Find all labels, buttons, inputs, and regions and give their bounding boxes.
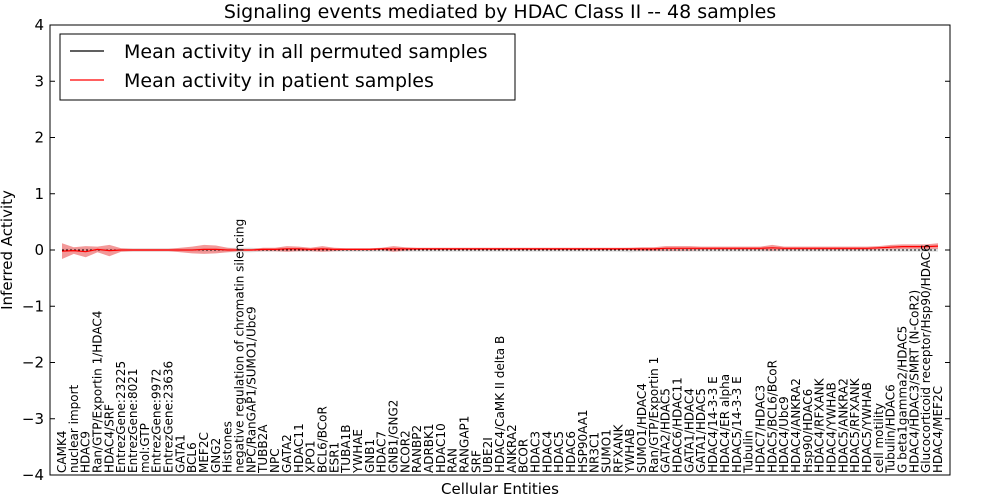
x-category-label: G beta1gamma2/HDAC5 bbox=[896, 326, 910, 473]
x-axis-label: Cellular Entities bbox=[441, 480, 559, 498]
x-category-label: HDAC4/ER alpha bbox=[718, 374, 732, 473]
x-category-label: NCOR2 bbox=[398, 430, 412, 473]
x-category-label: HDAC4/YWHAB bbox=[825, 382, 839, 473]
y-tick-label: 0 bbox=[34, 241, 44, 259]
x-category-label: negative regulation of chromatin silenci… bbox=[233, 219, 247, 473]
x-category-label: HDAC3 bbox=[529, 431, 543, 473]
x-category-label: GATA2 bbox=[280, 434, 294, 473]
x-category-label: YWHAB bbox=[623, 428, 637, 474]
x-category-label: HDAC4/HDAC3/SMRT (N-CoR2) bbox=[907, 290, 921, 473]
legend-box bbox=[59, 33, 516, 101]
x-category-label: ESR1 bbox=[327, 442, 341, 473]
x-category-label: Histones bbox=[221, 421, 235, 473]
x-category-label: HDAC9 bbox=[79, 431, 93, 473]
x-category-label: cell motility bbox=[872, 403, 886, 473]
x-category-label: HDAC6/HDAC11 bbox=[671, 377, 685, 473]
x-category-label: HDAC6 bbox=[564, 431, 578, 473]
x-category-label: HDAC7 bbox=[375, 431, 389, 473]
x-category-label: HDAC4/SRF bbox=[102, 404, 116, 473]
x-category-label: Tubulin bbox=[742, 430, 756, 474]
x-category-label: HDAC4/RFXANK bbox=[813, 377, 827, 473]
y-tick-label: −3 bbox=[22, 410, 44, 428]
x-category-label: SUMO1/HDAC4 bbox=[635, 383, 649, 473]
x-category-label: HSP90AA1 bbox=[576, 409, 590, 473]
x-category-label: mol:GTP bbox=[138, 423, 152, 473]
patient-band bbox=[62, 243, 938, 259]
x-category-label: HDAC4/CaMK II delta B bbox=[493, 336, 507, 473]
x-category-label: GATA2/HDAC5 bbox=[659, 388, 673, 473]
x-category-label: GATA1/HDAC4 bbox=[682, 388, 696, 473]
x-category-label: GNG2 bbox=[209, 438, 223, 473]
y-tick-label: −4 bbox=[22, 466, 44, 484]
x-category-label: TUBB2A bbox=[256, 424, 270, 474]
plot-frame bbox=[49, 24, 951, 476]
x-category-label: HDAC5/YWHAB bbox=[860, 382, 874, 473]
x-category-label: HDAC5/14-3-3 E bbox=[730, 376, 744, 473]
x-category-label: ANKRA2 bbox=[505, 424, 519, 473]
x-category-label: EntrezGene:8021 bbox=[126, 369, 140, 474]
y-tick-label: 2 bbox=[34, 129, 44, 147]
x-category-label: UBE2I bbox=[481, 437, 495, 473]
x-category-label: GATA1/HDAC5 bbox=[694, 388, 708, 473]
x-category-label: HDAC5/BCL6/BCoR bbox=[765, 360, 779, 473]
x-category-label: RANBP2 bbox=[410, 425, 424, 473]
x-category-label: Tubulin/HDAC6 bbox=[884, 384, 898, 474]
x-category-label: YWHAE bbox=[351, 429, 365, 474]
x-category-label: CAMK4 bbox=[55, 431, 69, 473]
x-category-label: EntrezGene:9972 bbox=[150, 369, 164, 474]
patient-series-line bbox=[61, 245, 939, 253]
x-category-label: nuclear import bbox=[67, 384, 81, 473]
x-category-label: MEF2C bbox=[197, 432, 211, 473]
x-category-label: RFXANK bbox=[611, 423, 625, 473]
chart-title: Signaling events mediated by HDAC Class … bbox=[224, 1, 776, 23]
x-category-label: Ran/GTP/Exportin 1/HDAC4 bbox=[91, 311, 105, 473]
x-category-label: EntrezGene:23225 bbox=[114, 361, 128, 473]
x-category-label: HDAC4/14-3-3 E bbox=[706, 376, 720, 473]
x-category-label: HDAC10 bbox=[434, 423, 448, 473]
x-category-label: HDAC4/ANKRA2 bbox=[789, 378, 803, 473]
lines-layer bbox=[61, 245, 939, 253]
legend: Mean activity in all permuted samples Me… bbox=[59, 33, 516, 101]
x-category-label: TUBA1B bbox=[339, 425, 353, 474]
y-tick-label: 3 bbox=[34, 72, 44, 90]
x-category-label: RANGAP1 bbox=[458, 416, 472, 473]
x-category-label: HDAC5 bbox=[552, 431, 566, 473]
y-tick-label: 1 bbox=[34, 185, 44, 203]
x-category-label: BCL6/BCoR bbox=[315, 406, 329, 473]
x-category-label: BCL6 bbox=[185, 442, 199, 473]
x-category-label: Ran/GTP/Exportin 1 bbox=[647, 357, 661, 473]
x-category-label: HDAC5/ANKRA2 bbox=[836, 378, 850, 473]
x-category-label: XPO1 bbox=[304, 440, 318, 473]
x-category-label: NR3C1 bbox=[588, 432, 602, 473]
legend-label-patient: Mean activity in patient samples bbox=[124, 70, 434, 92]
x-category-label: ADRBK1 bbox=[422, 423, 436, 473]
x-category-label: GNB1/GNG2 bbox=[387, 400, 401, 473]
x-category-label: SRF bbox=[469, 450, 483, 473]
x-category-label: BCOR bbox=[517, 439, 531, 473]
x-category-label: HDAC5/RFXANK bbox=[848, 377, 862, 473]
x-category-label: NPC/RanGAP1/SUMO1/Ubc9 bbox=[244, 306, 258, 473]
x-category-label: GNB1 bbox=[363, 439, 377, 473]
y-tick-label: −2 bbox=[22, 354, 44, 372]
y-tick-label: 4 bbox=[34, 16, 44, 34]
legend-label-permuted: Mean activity in all permuted samples bbox=[124, 41, 487, 63]
x-category-label: GATA1 bbox=[173, 434, 187, 473]
x-category-label: RAN bbox=[446, 448, 460, 473]
x-category-label: NPC bbox=[268, 448, 282, 473]
x-category-label: HDAC4/Ubc9 bbox=[777, 396, 791, 473]
x-category-label: HDAC7/HDAC3 bbox=[753, 385, 767, 473]
x-category-label: HDAC4 bbox=[540, 431, 554, 473]
y-axis-label: Inferred Activity bbox=[0, 190, 16, 310]
x-category-label: EntrezGene:23636 bbox=[162, 361, 176, 473]
x-category-label: SUMO1 bbox=[600, 429, 614, 473]
x-category-label: HDAC11 bbox=[292, 423, 306, 473]
x-category-label: Glucocorticoid receptor/Hsp90/HDAC6 bbox=[919, 244, 933, 473]
y-axis-ticks: −4 −3 −2 −1 0 1 2 3 4 bbox=[22, 16, 950, 484]
x-category-label: Hsp90/HDAC6 bbox=[801, 389, 815, 473]
y-tick-label: −1 bbox=[22, 297, 44, 315]
x-category-label: HDAC4/MEF2C bbox=[931, 386, 945, 473]
